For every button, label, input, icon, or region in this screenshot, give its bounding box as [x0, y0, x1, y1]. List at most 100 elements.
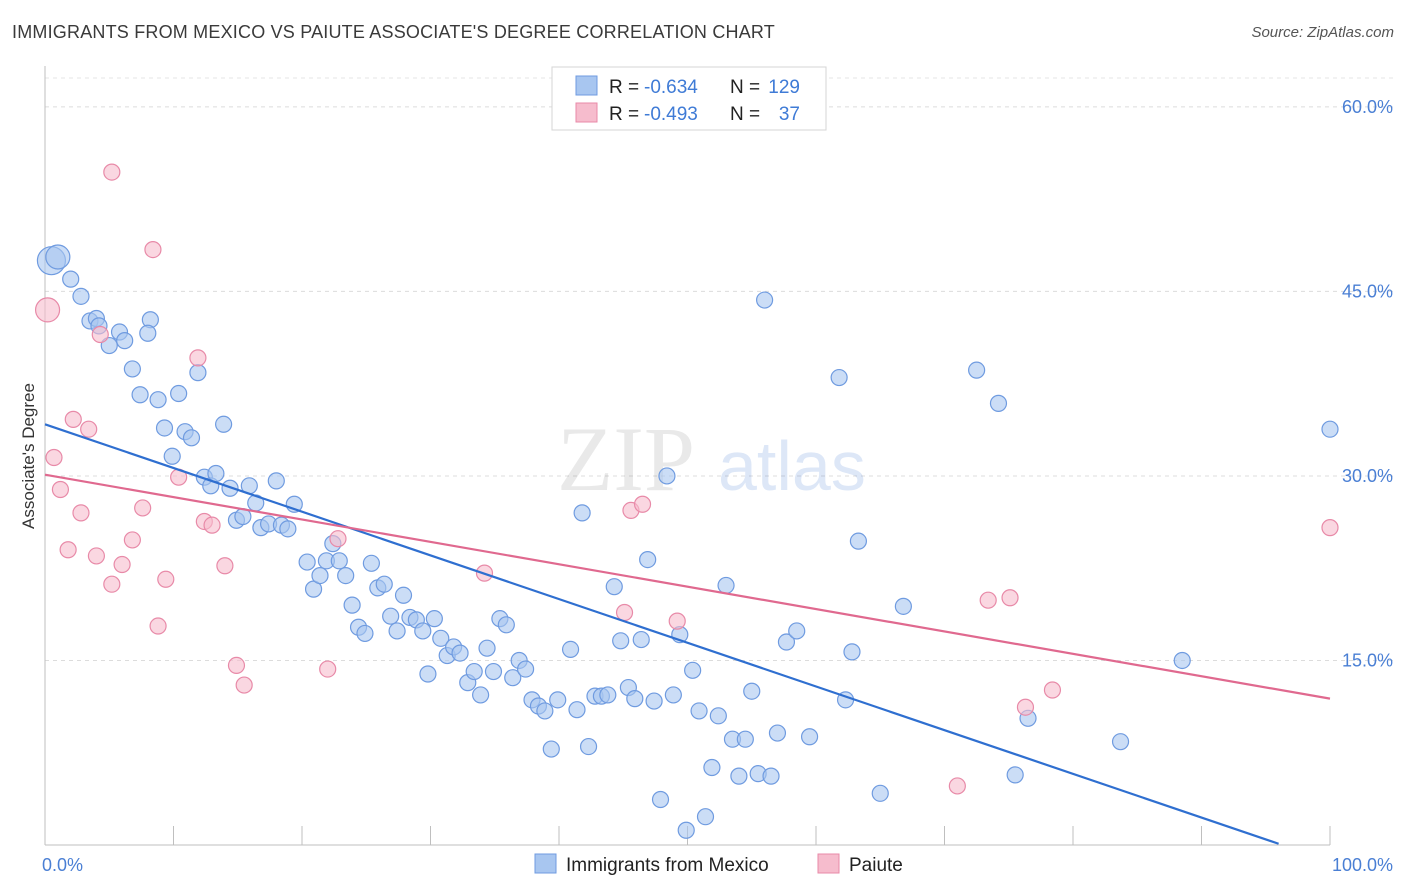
paiute-point [103, 163, 121, 181]
paiute-point [319, 660, 337, 678]
bottom-legend-swatch-mexico [534, 853, 557, 874]
source-label: Source: ZipAtlas.com [1251, 24, 1394, 41]
mexico-point [516, 660, 535, 678]
paiute-point [59, 541, 77, 559]
mexico-point [968, 361, 986, 379]
x-tick-label-0: 0.0% [42, 855, 83, 875]
legend: R = -0.634 N = 129 R = -0.493 N = 37 [551, 66, 827, 131]
chart-title: IMMIGRANTS FROM MEXICO VS PAIUTE ASSOCIA… [12, 22, 775, 42]
legend-swatch-mexico [575, 75, 598, 96]
mexico-point [717, 576, 735, 595]
mexico-point [100, 336, 118, 355]
mexico-point [419, 665, 437, 683]
paiute-point [34, 297, 61, 323]
mexico-point [658, 467, 676, 485]
paiute-point [948, 777, 966, 795]
mexico-point [645, 692, 663, 710]
mexico-point [568, 701, 586, 719]
watermark: ZIP atlas [557, 408, 866, 510]
x-tick-label-100: 100.0% [1332, 855, 1393, 875]
paiute-point [87, 547, 106, 565]
mexico-point [536, 702, 554, 720]
mexico-point [375, 575, 393, 593]
paiute-point [633, 495, 652, 513]
y-tick-label-45: 45.0% [1342, 281, 1393, 301]
legend-n-label-mexico: N = [730, 77, 760, 98]
mexico-point [432, 629, 450, 647]
bottom-legend: Immigrants from Mexico Paiute [534, 853, 903, 876]
mexico-point [215, 415, 233, 433]
mexico-point [330, 552, 348, 570]
mexico-point [62, 270, 80, 288]
mexico-point [843, 643, 861, 661]
mexico-point [561, 640, 580, 659]
mexico-point [182, 429, 201, 447]
mexico-point [651, 790, 670, 809]
paiute-point [64, 410, 82, 428]
gridlines [45, 77, 1395, 661]
legend-n-value-mexico: 129 [768, 77, 800, 98]
mexico-point [45, 244, 71, 270]
mexico-point [830, 368, 848, 387]
mexico-point [1321, 420, 1339, 438]
mexico-point [337, 566, 355, 585]
tick-labels: 15.0% 30.0% 45.0% 60.0% 0.0% 100.0% [42, 97, 1393, 875]
paiute-point [51, 480, 70, 499]
data-points [34, 163, 1339, 839]
paiute-trend-line [44, 473, 1331, 700]
mexico-point [730, 767, 748, 785]
mexico-point [762, 767, 780, 785]
paiute-point [134, 499, 152, 517]
paiute-point [668, 612, 686, 630]
mexico-point [677, 821, 695, 839]
paiute-point [235, 676, 253, 694]
paiute-point [91, 325, 109, 344]
mexico-point [414, 622, 432, 640]
legend-n-value-paiute: 37 [779, 104, 800, 125]
mexico-point [849, 532, 868, 550]
paiute-point [149, 617, 167, 635]
mexico-point [149, 391, 167, 409]
mexico-point [549, 691, 567, 709]
mexico-point [356, 624, 374, 643]
mexico-point [504, 669, 522, 687]
paiute-point [80, 420, 98, 438]
mexico-point [632, 630, 650, 649]
paiute-point [1016, 698, 1035, 716]
mexico-point [542, 740, 560, 758]
trend-lines [44, 423, 1331, 845]
paiute-point [1321, 519, 1339, 537]
mexico-point [189, 364, 207, 382]
mexico-point [989, 394, 1008, 412]
mexico-point [155, 419, 174, 437]
mexico-point [478, 639, 496, 657]
mexico-point [465, 662, 483, 681]
paiute-point [203, 516, 221, 534]
paiute-point [103, 575, 121, 593]
mexico-point [612, 632, 630, 650]
mexico-point [267, 472, 285, 490]
mexico-point [690, 702, 708, 720]
paiute-point [123, 531, 141, 549]
mexico-point [894, 597, 912, 615]
mexico-point [768, 724, 787, 742]
paiute-point [1001, 589, 1019, 607]
mexico-point [394, 586, 413, 604]
paiute-point [45, 448, 63, 467]
mexico-point [599, 686, 617, 704]
paiute-point [979, 591, 997, 609]
mexico-point [736, 730, 754, 748]
paiute-point [329, 530, 347, 548]
paiute-point [615, 603, 634, 622]
mexico-point [343, 596, 361, 614]
mexico-point [579, 737, 598, 756]
mexico-point [777, 633, 796, 651]
mexico-point [664, 686, 682, 704]
mexico-point [709, 707, 727, 725]
mexico-point [382, 607, 400, 625]
mexico-point [684, 661, 702, 679]
mexico-point [755, 291, 774, 309]
paiute-point [72, 504, 90, 522]
legend-swatch-paiute [575, 102, 598, 123]
